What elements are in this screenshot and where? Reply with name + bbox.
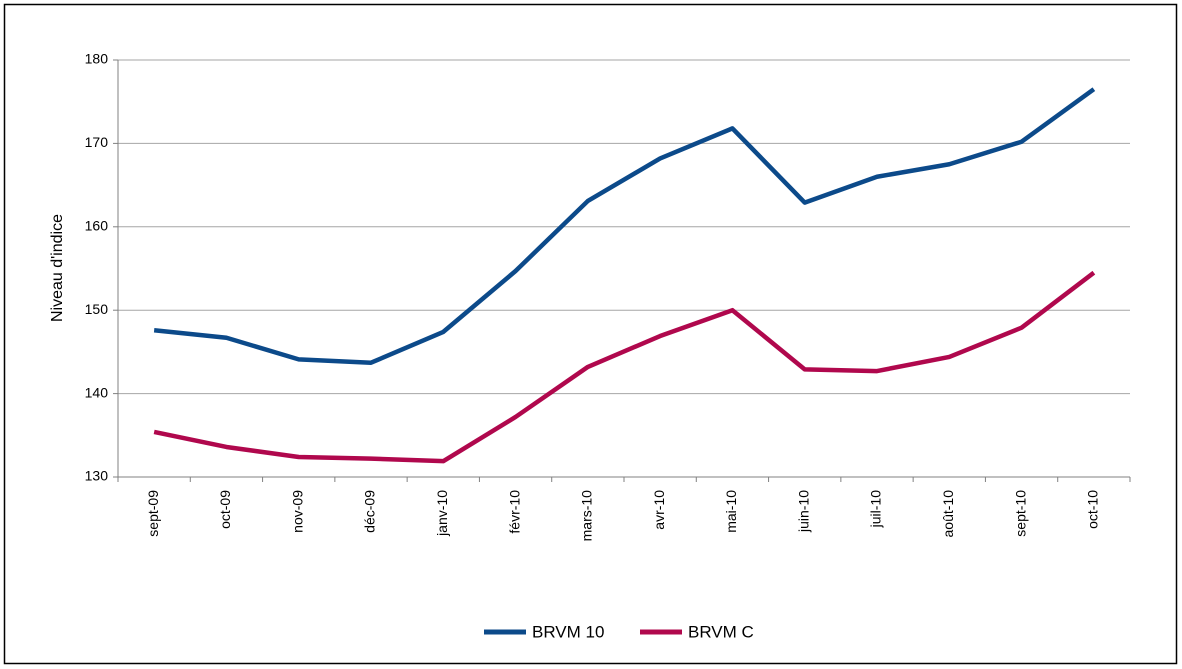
x-tick-label: avr-10	[651, 490, 667, 530]
chart-border	[3, 3, 1178, 665]
x-tick-label: mars-10	[579, 490, 595, 542]
y-tick-label: 160	[85, 218, 109, 234]
x-tick-label: juin-10	[795, 490, 811, 533]
x-tick-label: oct-10	[1085, 490, 1101, 529]
x-tick-label: nov-09	[289, 490, 305, 533]
y-tick-label: 180	[85, 51, 109, 67]
x-tick-label: juil-10	[868, 490, 884, 529]
legend-label: BRVM 10	[532, 622, 604, 641]
x-tick-label: déc-09	[362, 490, 378, 533]
x-tick-label: mai-10	[723, 490, 739, 533]
x-tick-label: sept-10	[1012, 490, 1028, 537]
legend-label: BRVM C	[688, 622, 754, 641]
x-tick-label: oct-09	[217, 490, 233, 529]
y-tick-label: 140	[85, 384, 109, 400]
y-tick-label: 130	[85, 468, 109, 484]
x-tick-label: janv-10	[434, 490, 450, 537]
y-tick-label: 170	[85, 134, 109, 150]
x-tick-label: févr-10	[506, 490, 522, 534]
x-tick-label: sept-09	[145, 490, 161, 537]
line-series	[153, 270, 1096, 464]
x-tick-label: août-10	[940, 490, 956, 538]
y-tick-label: 150	[85, 301, 109, 317]
y-axis-label: Niveau d'indice	[49, 214, 66, 322]
line-series	[153, 87, 1096, 365]
